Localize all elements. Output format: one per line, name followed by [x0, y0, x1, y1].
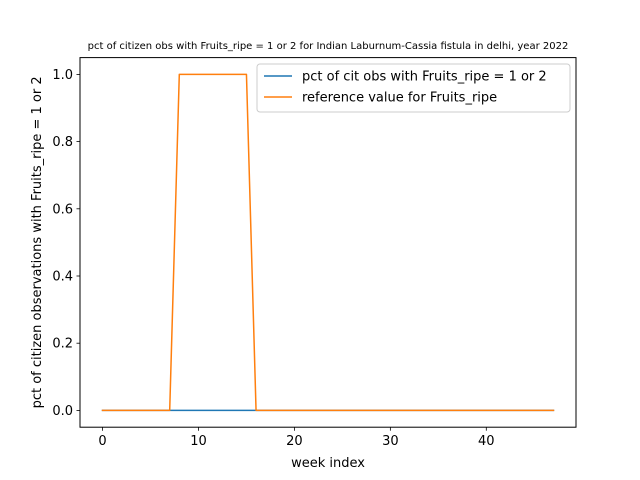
y-axis: 0.0 0.2 0.4 0.6 0.8 1.0	[52, 68, 80, 419]
x-tick-label: 0	[98, 434, 106, 449]
legend: pct of cit obs with Fruits_ripe = 1 or 2…	[256, 63, 571, 113]
y-tick-label: 1.0	[52, 68, 73, 83]
legend-box	[256, 63, 571, 113]
x-tick-label: 10	[190, 434, 207, 449]
plot-area	[101, 73, 555, 412]
x-tick-label: 20	[286, 434, 303, 449]
x-tick-label: 30	[382, 434, 399, 449]
x-axis: 0 10 20 30 40	[98, 427, 495, 449]
y-axis-label: pct of citizen observations with Fruits_…	[30, 76, 45, 408]
chart-title: pct of citizen obs with Fruits_ripe = 1 …	[88, 41, 569, 52]
series-line-1	[101, 73, 555, 412]
axes-frame	[79, 57, 577, 428]
y-tick-label: 0.0	[52, 404, 73, 419]
y-tick-label: 0.6	[52, 202, 73, 217]
y-tick-label: 0.8	[52, 135, 73, 150]
x-axis-label: week index	[291, 456, 365, 471]
legend-label-reference: reference value for Fruits_ripe	[302, 91, 497, 106]
y-tick-label: 0.2	[52, 337, 73, 352]
y-tick-label: 0.4	[52, 270, 73, 285]
x-tick-label: 40	[478, 434, 495, 449]
legend-label-cit-obs: pct of cit obs with Fruits_ripe = 1 or 2	[302, 70, 547, 85]
